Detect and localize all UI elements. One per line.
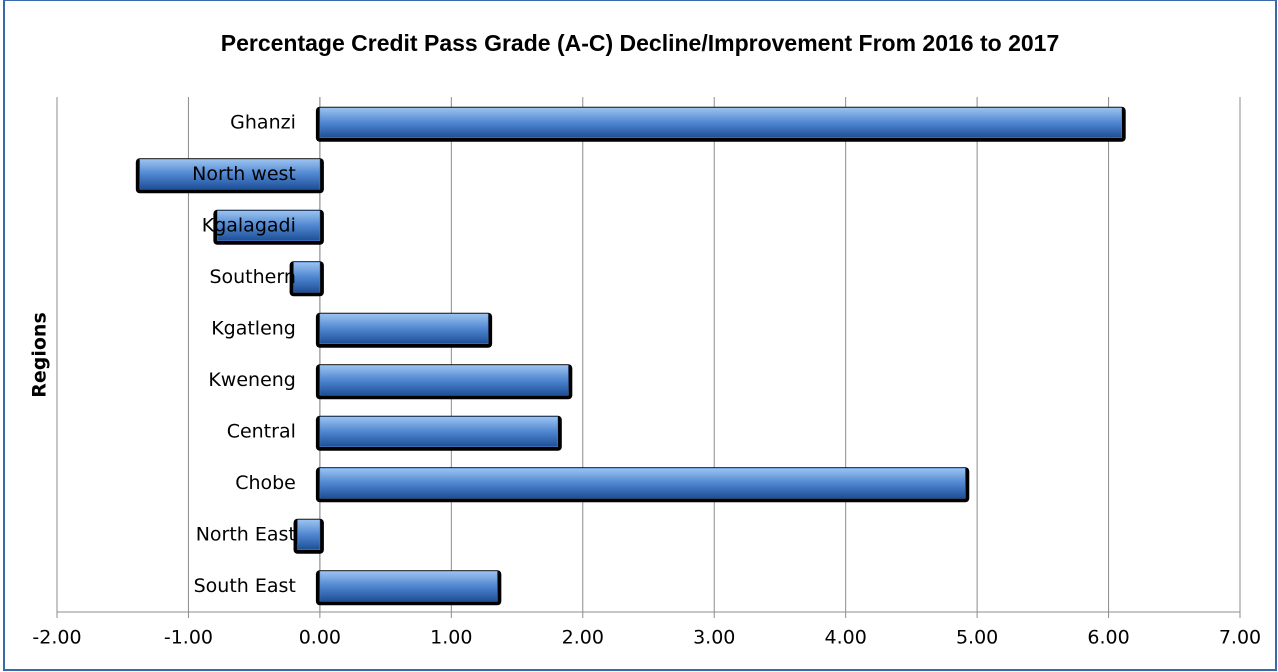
bar xyxy=(217,210,321,241)
y-tick-label: North west xyxy=(192,163,296,185)
y-tick-label: Kgatleng xyxy=(211,317,296,339)
x-tick-label: 7.00 xyxy=(1219,627,1261,649)
x-tick-label: -1.00 xyxy=(164,627,213,649)
bar xyxy=(319,365,569,396)
bar xyxy=(319,107,1122,138)
y-tick-label: Chobe xyxy=(235,472,296,494)
x-tick-label: -2.00 xyxy=(32,627,81,649)
x-tick-label: 4.00 xyxy=(825,627,867,649)
bar xyxy=(293,262,321,293)
x-tick-label: 2.00 xyxy=(562,627,604,649)
y-tick-label: Central xyxy=(227,420,296,442)
bar xyxy=(297,519,321,550)
y-tick-label: Southern xyxy=(209,266,295,288)
x-tick-label: 0.00 xyxy=(299,627,341,649)
bar xyxy=(319,313,489,344)
y-tick-label: Ghanzi xyxy=(230,111,296,133)
y-tick-label: South East xyxy=(194,575,296,597)
bar xyxy=(319,571,498,602)
x-tick-label: 5.00 xyxy=(956,627,998,649)
y-tick-label: North East xyxy=(196,523,296,545)
chart-title: Percentage Credit Pass Grade (A-C) Decli… xyxy=(220,30,1060,56)
bar xyxy=(319,416,559,447)
frame xyxy=(3,0,1277,671)
x-tick-label: 6.00 xyxy=(1087,627,1129,649)
y-tick-label: Kweneng xyxy=(208,369,296,391)
x-tick-label: 3.00 xyxy=(693,627,735,649)
bar xyxy=(319,468,966,499)
y-axis-title: Regions xyxy=(29,312,51,398)
bar xyxy=(139,159,321,190)
x-tick-label: 1.00 xyxy=(430,627,472,649)
y-tick-label: Kgalagadi xyxy=(202,214,296,236)
